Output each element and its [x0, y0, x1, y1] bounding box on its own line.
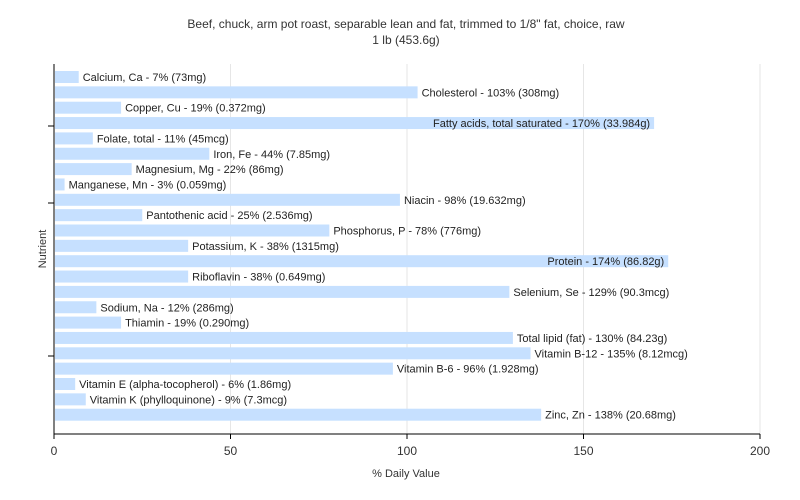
- bar: [55, 301, 97, 314]
- bar-label: Riboflavin - 38% (0.649mg): [192, 272, 325, 284]
- bar: [55, 347, 531, 360]
- y-axis-ticks: [48, 125, 54, 357]
- x-tick-label: 100: [397, 444, 417, 458]
- bar: [55, 209, 143, 222]
- bar-label: Selenium, Se - 129% (90.3mcg): [513, 287, 669, 299]
- bar: [55, 408, 542, 421]
- bar-label: Magnesium, Mg - 22% (86mg): [136, 164, 284, 176]
- bar: [55, 163, 132, 176]
- bar: [55, 147, 210, 160]
- bar: [55, 132, 93, 145]
- bar-label: Calcium, Ca - 7% (73mg): [83, 72, 206, 84]
- bar-label: Folate, total - 11% (45mcg): [97, 133, 229, 145]
- bar-label: Copper, Cu - 19% (0.372mg): [125, 103, 266, 115]
- bar-label: Cholesterol - 103% (308mg): [422, 87, 560, 99]
- bar-label: Phosphorus, P - 78% (776mg): [333, 226, 481, 238]
- chart-title: Beef, chuck, arm pot roast, separable le…: [187, 17, 624, 31]
- bar: [55, 224, 330, 237]
- bar: [55, 71, 79, 83]
- bar-label: Vitamin B-12 - 135% (8.12mcg): [535, 348, 688, 360]
- bar-label: Iron, Fe - 44% (7.85mg): [213, 149, 330, 161]
- bar: [55, 316, 122, 329]
- x-tick-label: 200: [750, 444, 770, 458]
- bar-label: Vitamin E (alpha-tocopherol) - 6% (1.86m…: [79, 379, 291, 391]
- bar: [55, 331, 513, 344]
- bar: [55, 86, 418, 99]
- bar-label: Total lipid (fat) - 130% (84.23g): [517, 333, 667, 345]
- bars-group: Calcium, Ca - 7% (73mg) Cholesterol - 103…: [55, 71, 688, 422]
- chart-subtitle: 1 lb (453.6g): [372, 33, 439, 47]
- bar: [55, 255, 669, 268]
- bar: [55, 270, 189, 283]
- x-tick-label: 0: [51, 444, 58, 458]
- bar: [55, 117, 655, 130]
- bar: [55, 239, 189, 252]
- bar: [55, 285, 510, 298]
- bar-label: Pantothenic acid - 25% (2.536mg): [146, 210, 312, 222]
- bar-label: Zinc, Zn - 138% (20.68mg): [545, 410, 676, 422]
- y-axis-title: Nutrient: [37, 230, 49, 269]
- x-axis-ticks: 0 50 100 150 200: [51, 434, 770, 458]
- x-axis-title: % Daily Value: [372, 468, 440, 480]
- bar-label: Manganese, Mn - 3% (0.059mg): [69, 179, 227, 191]
- bar-label: Protein - 174% (86.82g): [547, 256, 664, 268]
- bar-label: Fatty acids, total saturated - 170% (33.…: [433, 118, 650, 130]
- bar: [55, 378, 76, 390]
- bar-label: Thiamin - 19% (0.290mg): [125, 318, 249, 330]
- bar-label: Vitamin B-6 - 96% (1.928mg): [397, 364, 539, 376]
- bar: [55, 178, 65, 191]
- bar: [55, 193, 400, 206]
- bar: [55, 393, 86, 406]
- bar-label: Vitamin K (phylloquinone) - 9% (7.3mcg): [90, 394, 287, 406]
- bar-label: Sodium, Na - 12% (286mg): [100, 302, 233, 314]
- bar-label: Potassium, K - 38% (1315mg): [192, 241, 339, 253]
- bar-label: Niacin - 98% (19.632mg): [404, 195, 526, 207]
- x-tick-label: 150: [573, 444, 593, 458]
- x-tick-label: 50: [224, 444, 238, 458]
- bar: [55, 101, 122, 114]
- bar: [55, 362, 393, 375]
